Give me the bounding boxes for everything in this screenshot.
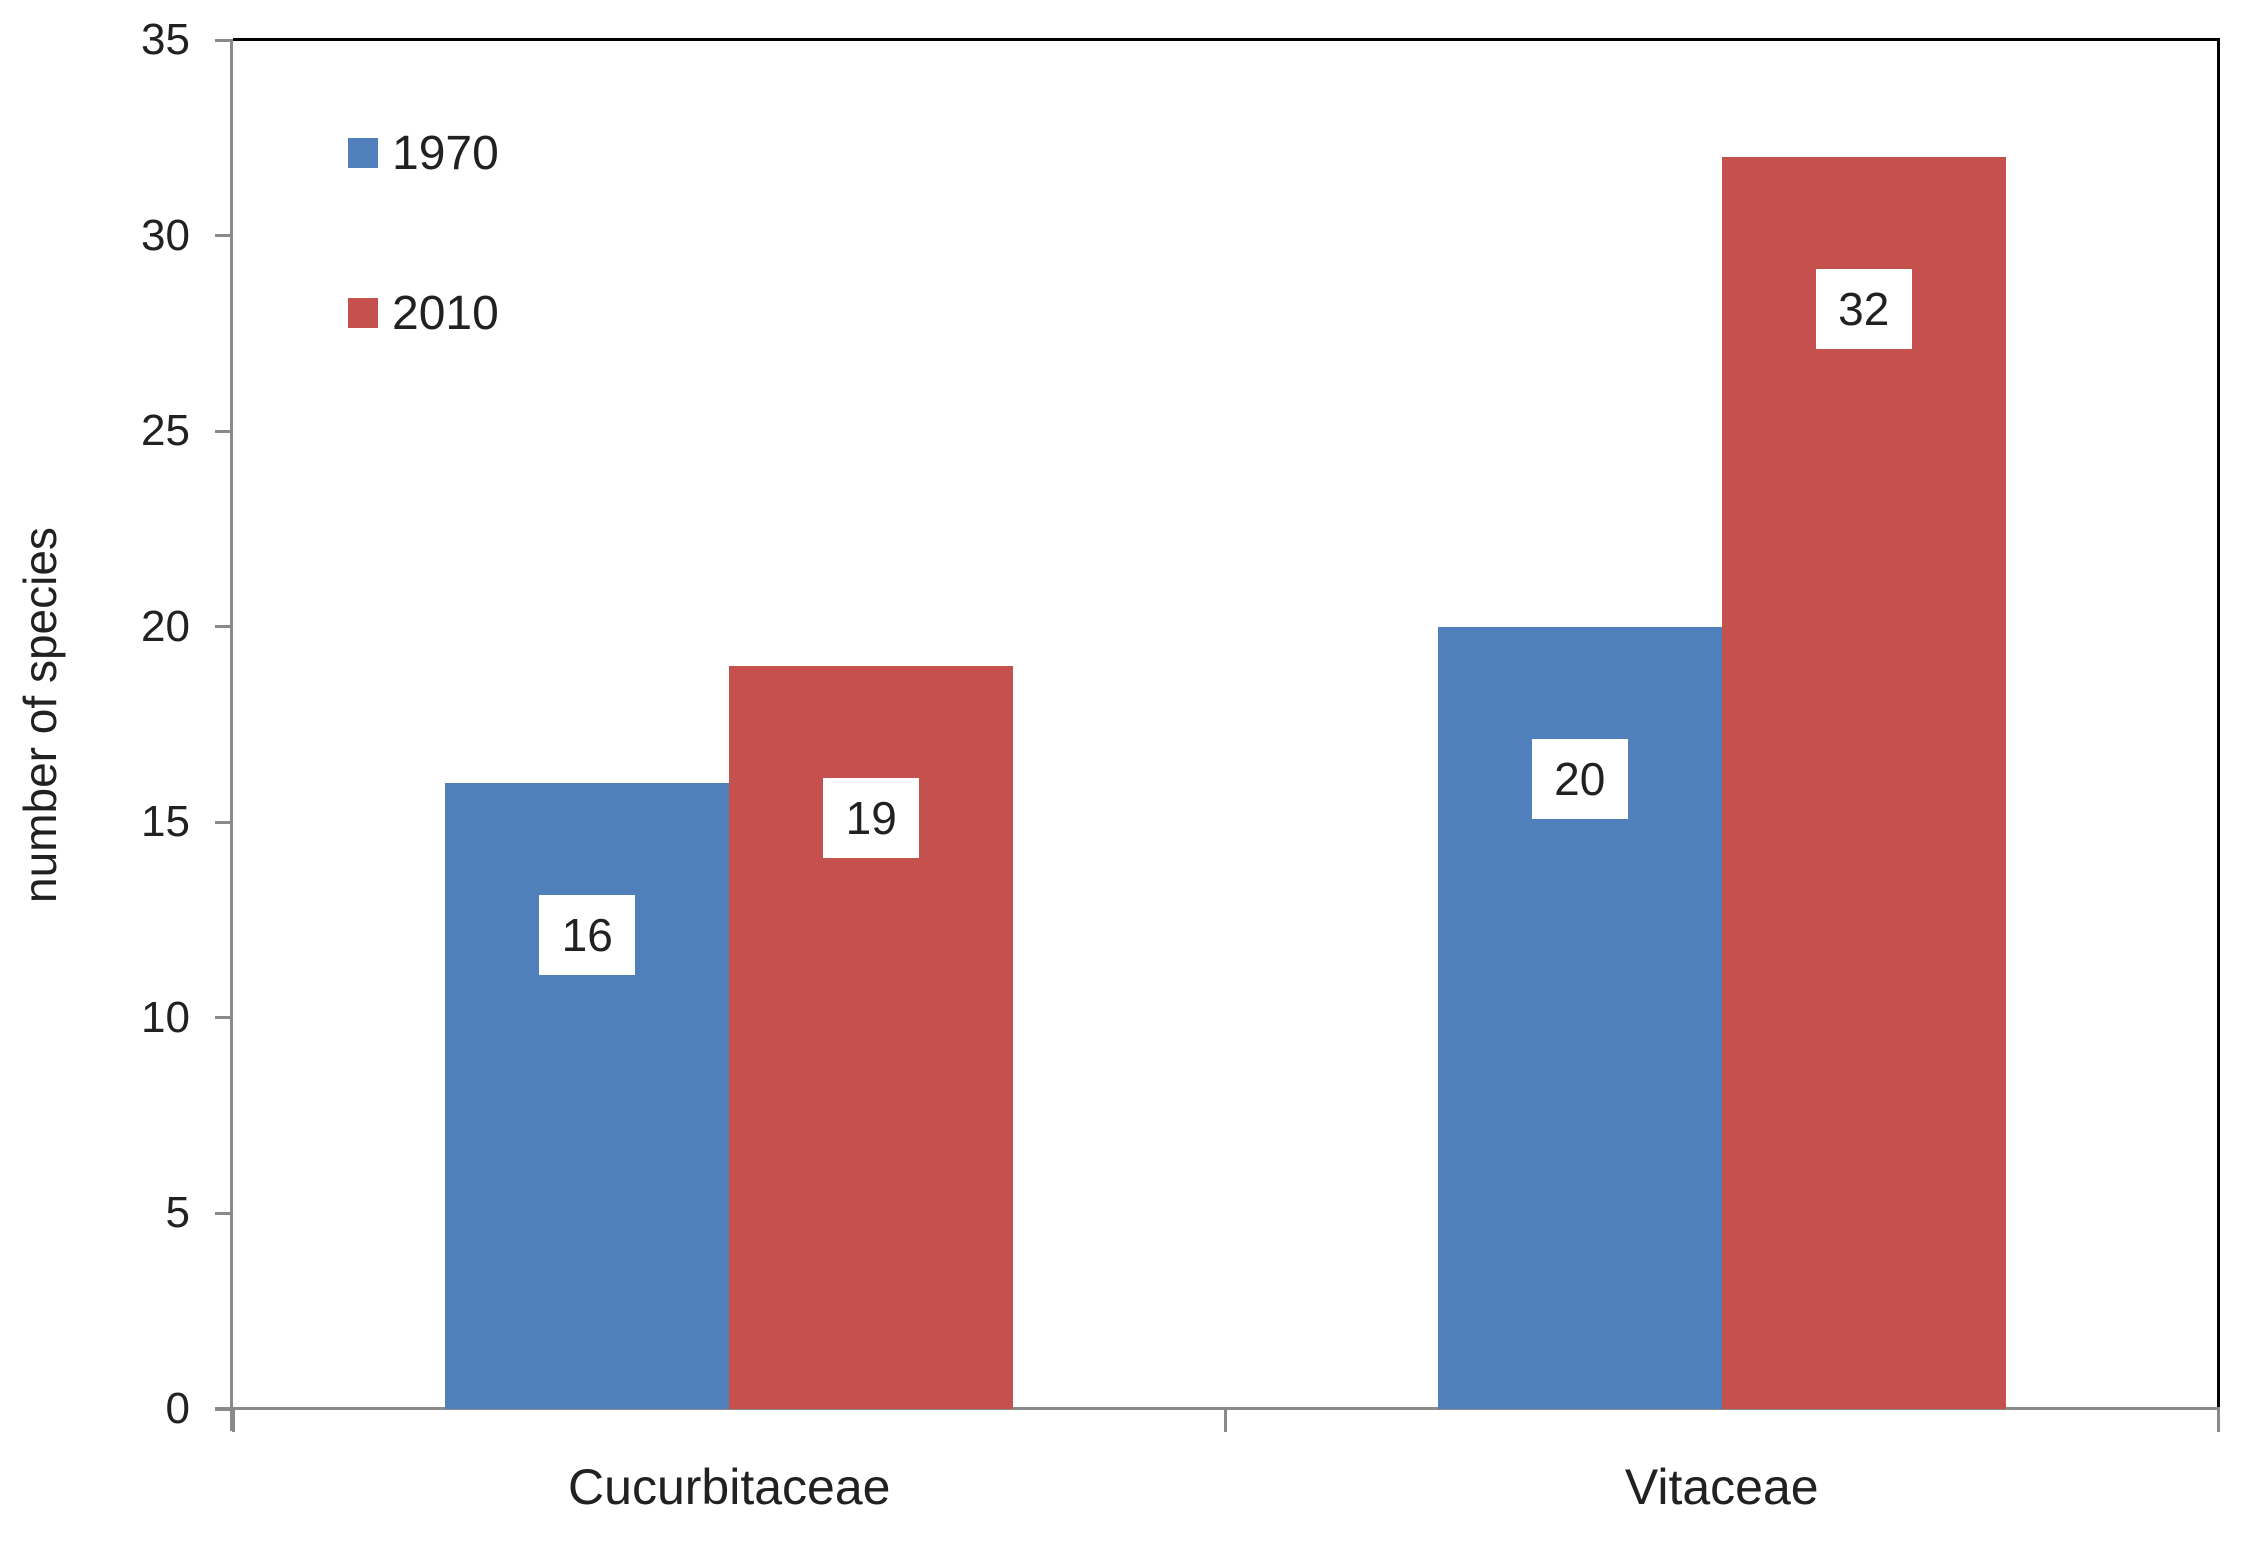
- y-tick: [215, 429, 233, 433]
- x-axis-line: [215, 1407, 2220, 1410]
- bar-1970-cucurbitaceae: [445, 783, 730, 1409]
- category-label: Vitaceae: [1624, 1459, 1819, 1515]
- y-tick: [215, 625, 233, 629]
- y-tick-label: 10: [141, 992, 190, 1042]
- x-tick: [231, 1409, 235, 1432]
- y-tick: [215, 1407, 233, 1411]
- value-label: 32: [1815, 269, 1912, 350]
- y-tick-label: 25: [141, 406, 190, 456]
- y-tick: [215, 234, 233, 238]
- bar-2010-vitaceae: [1721, 157, 2006, 1409]
- y-tick-label: 35: [141, 15, 190, 64]
- plot-area: [233, 38, 2220, 1409]
- value-label: 16: [539, 895, 636, 976]
- x-tick: [1224, 1409, 1227, 1432]
- y-tick-label: 5: [165, 1188, 190, 1238]
- y-tick: [215, 820, 233, 824]
- y-tick: [215, 1016, 233, 1020]
- y-tick-label: 15: [141, 797, 190, 847]
- y-axis-line: [230, 40, 233, 1431]
- x-tick: [2216, 1409, 2220, 1432]
- value-label: 20: [1531, 738, 1628, 819]
- y-tick: [215, 1211, 233, 1215]
- value-label: 19: [823, 777, 920, 858]
- y-tick: [215, 38, 233, 42]
- category-label: Cucurbitaceae: [568, 1459, 891, 1515]
- y-tick-label: 20: [141, 601, 190, 651]
- y-tick-label: 30: [141, 210, 190, 260]
- y-tick-label: 0: [165, 1384, 190, 1433]
